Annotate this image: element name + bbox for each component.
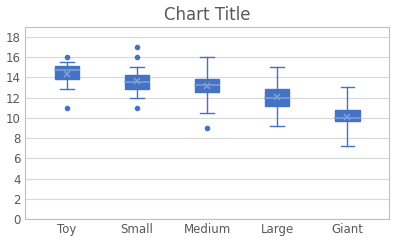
FancyBboxPatch shape: [125, 75, 149, 89]
FancyBboxPatch shape: [55, 66, 79, 79]
FancyBboxPatch shape: [335, 110, 359, 121]
Title: Chart Title: Chart Title: [164, 6, 250, 23]
FancyBboxPatch shape: [195, 79, 219, 92]
FancyBboxPatch shape: [265, 89, 290, 106]
